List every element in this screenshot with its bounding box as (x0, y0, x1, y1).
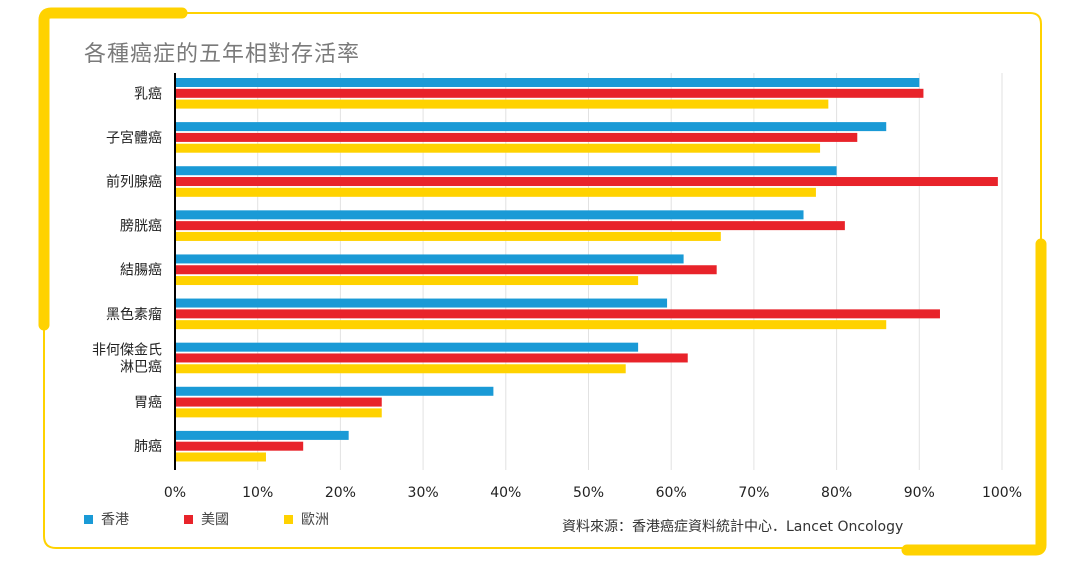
bar (175, 298, 668, 308)
legend-item-hk: 香港 (84, 509, 184, 529)
legend: 香港 美國 歐洲 (84, 509, 384, 529)
bar (175, 452, 266, 462)
bar (175, 353, 688, 363)
category-label: 胃癌 (134, 395, 162, 411)
bar (175, 430, 349, 440)
legend-item-us: 美國 (184, 509, 284, 529)
x-tick-label: 50% (573, 485, 604, 501)
bar (175, 386, 494, 396)
bar (175, 265, 717, 275)
x-tick-label: 0% (164, 485, 186, 501)
bar (175, 254, 684, 264)
bar (175, 441, 304, 451)
legend-label-hk: 香港 (101, 512, 129, 528)
legend-swatch-us (184, 514, 193, 524)
bar (175, 88, 924, 98)
category-label: 前列腺癌 (106, 174, 162, 191)
legend-item-eu: 歐洲 (284, 509, 384, 529)
legend-label-us: 美國 (201, 512, 229, 528)
bar (175, 231, 721, 241)
x-tick-label: 80% (821, 485, 852, 501)
category-label: 淋巴癌 (120, 359, 162, 375)
x-tick-label: 20% (325, 485, 356, 501)
bar (175, 309, 940, 319)
bar (175, 276, 639, 286)
category-label: 乳癌 (134, 86, 162, 102)
legend-label-eu: 歐洲 (301, 512, 329, 528)
bar (175, 143, 821, 153)
x-tick-label: 30% (408, 485, 439, 501)
frame-top-line (185, 12, 1042, 240)
bar (175, 78, 920, 87)
x-tick-label: 100% (982, 485, 1022, 501)
x-tick-label: 70% (738, 485, 769, 501)
bar (175, 221, 845, 231)
bar (175, 122, 887, 132)
bar (175, 132, 858, 142)
x-tick-label: 60% (656, 485, 687, 501)
bar (175, 408, 382, 418)
bar (175, 187, 816, 197)
legend-swatch-hk (84, 514, 93, 524)
bar (175, 342, 639, 352)
chart-title: 各種癌症的五年相對存活率 (84, 42, 361, 67)
legend-swatch-eu (284, 514, 293, 524)
bar (175, 177, 998, 187)
source-note: 資料來源：香港癌症資料統計中心．Lancet Oncology (562, 519, 904, 535)
x-tick-label: 90% (904, 485, 935, 501)
category-label: 子宮體癌 (106, 130, 162, 146)
category-label: 結腸癌 (120, 263, 162, 279)
bar (175, 397, 382, 407)
x-tick-label: 40% (490, 485, 521, 501)
category-label: 黑色素瘤 (106, 306, 162, 323)
x-tick-label: 10% (242, 485, 273, 501)
bar (175, 210, 804, 220)
frame-corner-top-left (38, 7, 188, 331)
bar (175, 364, 626, 374)
frame-corner-bottom-right (901, 238, 1047, 556)
bar (175, 320, 887, 330)
category-label: 膀胱癌 (120, 218, 162, 235)
category-label: 非何傑金氏 (92, 342, 162, 358)
bar (175, 166, 837, 176)
category-label: 肺癌 (134, 439, 162, 455)
frame-bottom-line (43, 330, 905, 549)
bar (175, 99, 829, 109)
